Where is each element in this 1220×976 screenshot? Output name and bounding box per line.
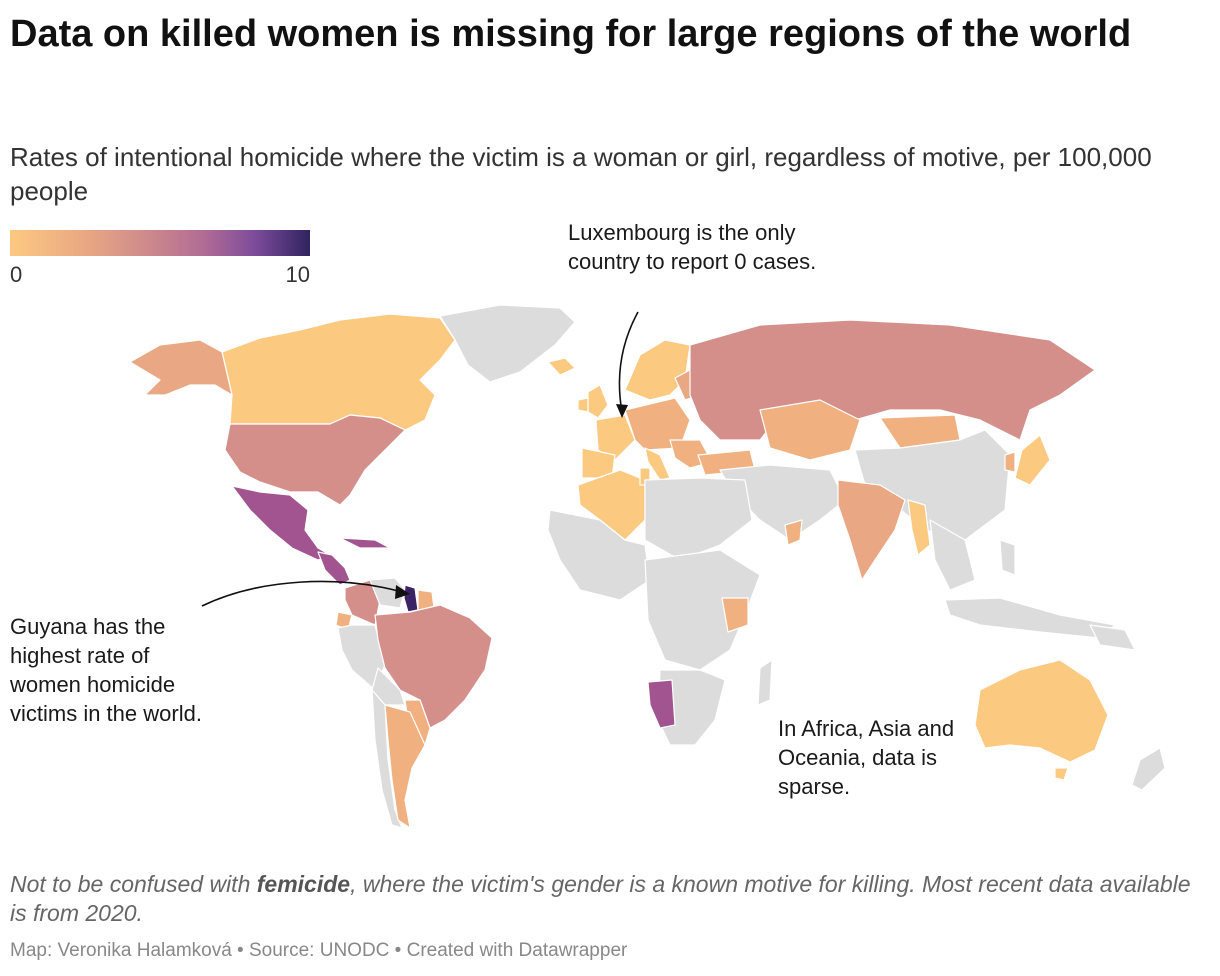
country-argentina (384, 704, 426, 829)
country-algeria-morocco (577, 469, 646, 541)
country-madagascar (757, 659, 773, 706)
guyana-arrow (201, 580, 403, 607)
country-uk (587, 384, 609, 419)
country-myanmar (907, 499, 931, 556)
legend-min-label: 0 (10, 262, 23, 287)
country-mexico (231, 485, 331, 561)
country-guyana (403, 584, 419, 613)
country-usa (224, 414, 406, 506)
country-caribbean (339, 537, 391, 549)
credit-line: Map: Veronika Halamková • Source: UNODC … (10, 940, 628, 961)
country-brazil (374, 604, 493, 729)
country-kazakhstan (759, 399, 861, 461)
footnote-text-after: , where the victim's gender is a known m… (10, 871, 1191, 926)
country-japan (1014, 434, 1051, 486)
footnote: Not to be confused with femicide, where … (10, 870, 1200, 928)
country-se-asia (929, 519, 976, 591)
country-france (595, 414, 636, 461)
country-iceland (547, 357, 576, 376)
color-legend: 0 10 (10, 230, 310, 290)
country-korea (1004, 451, 1016, 473)
country-africa-central (644, 549, 761, 671)
country-greenland (439, 304, 576, 383)
country-namibia (647, 679, 676, 729)
country-scandinavia (624, 339, 691, 401)
guyana-arrowhead (395, 585, 410, 599)
legend-max-label: 10 (285, 262, 310, 287)
annotation-guyana: Guyana has the highest rate of women hom… (10, 614, 202, 726)
country-bolivia (371, 667, 406, 706)
country-kenya (721, 597, 749, 633)
country-australia (974, 659, 1109, 763)
country-tasmania (1054, 767, 1069, 781)
country-canada (221, 313, 456, 431)
map-subtitle: Rates of intentional homicide where the … (10, 142, 1152, 206)
annotation-africa-asia-oceania: In Africa, Asia and Oceania, data is spa… (778, 716, 955, 799)
world-choropleth-map (129, 304, 1166, 829)
country-papua-new-guinea (1089, 624, 1136, 651)
country-africa-west (547, 509, 651, 601)
annotation-luxembourg: Luxembourg is the only country to report… (568, 220, 817, 274)
luxembourg-arrowhead (616, 404, 628, 418)
country-india (837, 479, 906, 581)
footnote-bold-term: femicide (256, 871, 351, 897)
luxembourg-arrow (618, 311, 639, 413)
country-central-america (317, 551, 351, 586)
legend-gradient-bar (10, 230, 310, 256)
country-oman (784, 519, 803, 546)
country-new-zealand (1131, 747, 1166, 791)
map-title: Data on killed women is missing for larg… (10, 13, 1132, 55)
country-indonesia (944, 597, 1116, 639)
country-usa-alaska (129, 339, 233, 396)
country-philippines (999, 539, 1016, 576)
footnote-text-before: Not to be confused with (10, 871, 257, 897)
country-ireland (577, 397, 589, 413)
country-africa-north (644, 477, 753, 561)
